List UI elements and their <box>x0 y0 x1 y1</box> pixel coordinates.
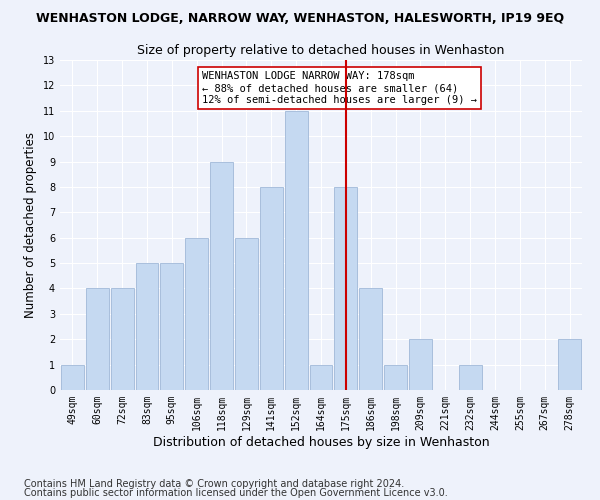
Bar <box>558 339 581 390</box>
Text: WENHASTON LODGE NARROW WAY: 178sqm
← 88% of detached houses are smaller (64)
12%: WENHASTON LODGE NARROW WAY: 178sqm ← 88%… <box>202 72 476 104</box>
Bar <box>61 364 84 390</box>
Bar <box>160 263 183 390</box>
Bar <box>285 111 308 390</box>
Text: Contains public sector information licensed under the Open Government Licence v3: Contains public sector information licen… <box>24 488 448 498</box>
X-axis label: Distribution of detached houses by size in Wenhaston: Distribution of detached houses by size … <box>152 436 490 448</box>
Title: Size of property relative to detached houses in Wenhaston: Size of property relative to detached ho… <box>137 44 505 58</box>
Text: WENHASTON LODGE, NARROW WAY, WENHASTON, HALESWORTH, IP19 9EQ: WENHASTON LODGE, NARROW WAY, WENHASTON, … <box>36 12 564 26</box>
Bar <box>185 238 208 390</box>
Bar <box>334 187 357 390</box>
Bar <box>459 364 482 390</box>
Bar <box>359 288 382 390</box>
Bar <box>310 364 332 390</box>
Bar <box>111 288 134 390</box>
Bar <box>384 364 407 390</box>
Bar <box>260 187 283 390</box>
Bar <box>409 339 432 390</box>
Y-axis label: Number of detached properties: Number of detached properties <box>24 132 37 318</box>
Bar <box>86 288 109 390</box>
Bar <box>136 263 158 390</box>
Text: Contains HM Land Registry data © Crown copyright and database right 2024.: Contains HM Land Registry data © Crown c… <box>24 479 404 489</box>
Bar <box>235 238 258 390</box>
Bar <box>210 162 233 390</box>
